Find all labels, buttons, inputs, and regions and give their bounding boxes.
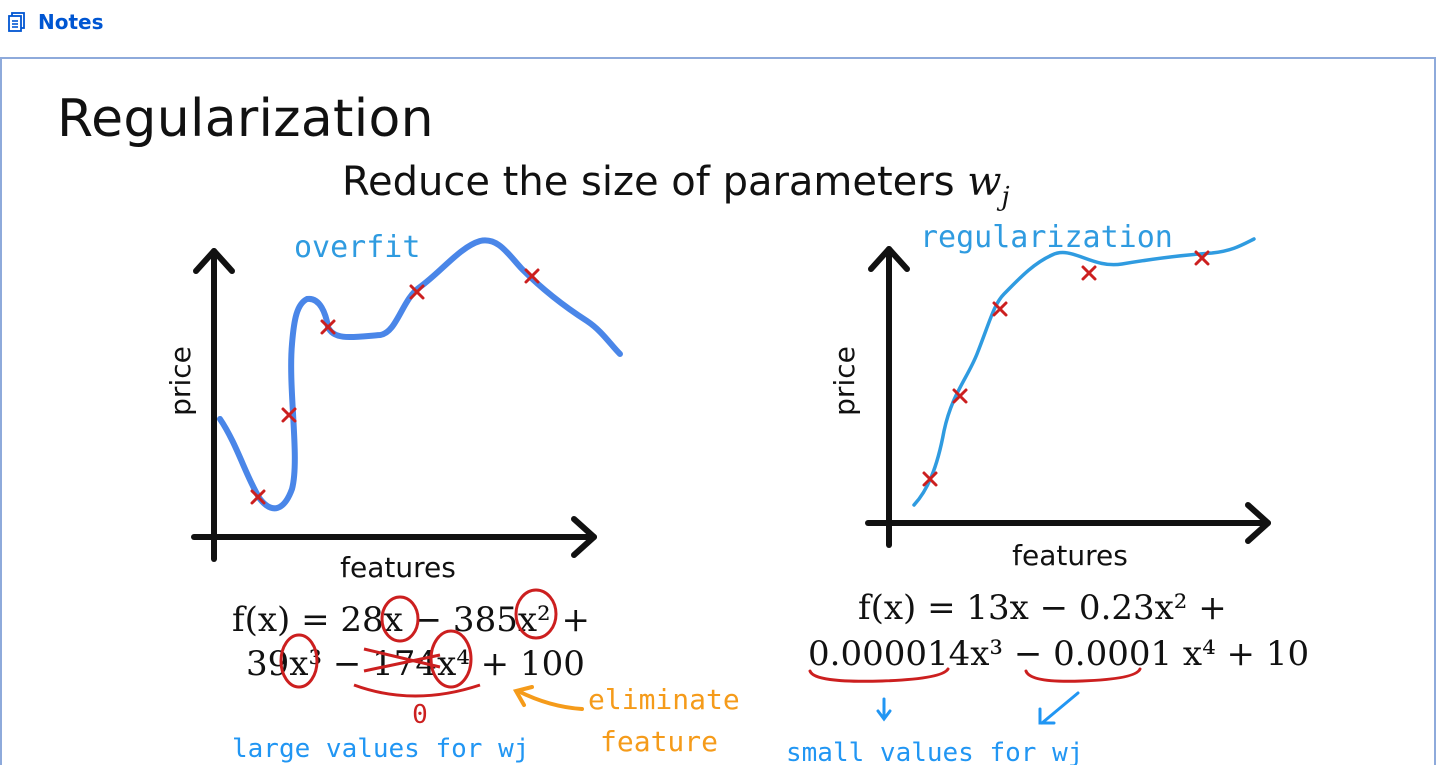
notes-icon [6,11,28,33]
left-xlabel: features [340,551,456,584]
right-point-4 [1081,265,1097,281]
left-chart-axes [191,248,597,562]
top-bar: Notes [0,0,1448,44]
slide-drawing: price features overfit f(x) = 28x − 385x… [164,220,1309,765]
overfit-curve [217,237,623,512]
right-chart-axes [865,246,1271,548]
large-values-note: large values for wj [232,734,529,764]
right-equation-line2: 0.000014x³ − 0.0001 x⁴ + 10 [808,634,1309,674]
lecture-slide: Regularization Reduce the size of parame… [0,57,1436,765]
right-equation-line1: f(x) = 13x − 0.23x² + [858,588,1227,628]
right-xlabel: features [1012,539,1128,572]
right-point-3 [992,301,1008,317]
subtitle-variable: wj [967,159,1010,212]
left-red-circles [279,588,558,698]
overfit-annotation: overfit [294,230,420,265]
eliminate-arrow [512,685,584,711]
left-data-points [250,268,540,505]
right-point-5 [1194,250,1210,266]
subtitle-text: Reduce the size of parameters [342,159,955,205]
left-equation-line2: 39x³ − 174x⁴ + 100 [246,644,585,684]
right-point-1 [922,471,938,487]
left-point-3 [320,319,336,335]
right-blue-arrows [876,691,1080,725]
slide-title: Regularization [57,89,434,149]
right-data-points [922,250,1210,487]
left-point-1 [250,489,266,505]
eliminate-note-line1: eliminate [588,683,740,716]
notes-label: Notes [38,10,104,34]
left-equation-line1: f(x) = 28x − 385x² + [232,600,590,640]
eliminate-note-line2: feature [600,725,718,758]
regularization-annotation: regularization [920,220,1173,255]
left-point-4 [409,284,425,300]
right-ylabel: price [828,346,861,416]
zero-mark: 0 [412,700,428,730]
left-point-2 [281,407,297,423]
small-values-note: small values for wj [786,738,1083,765]
right-point-2 [952,388,968,404]
slide-subtitle: Reduce the size of parameters wj [342,159,1010,212]
left-point-5 [524,268,540,284]
notes-button[interactable]: Notes [6,10,104,34]
left-ylabel: price [164,346,197,416]
right-red-braces [808,667,1142,683]
regularization-curve [912,237,1256,507]
